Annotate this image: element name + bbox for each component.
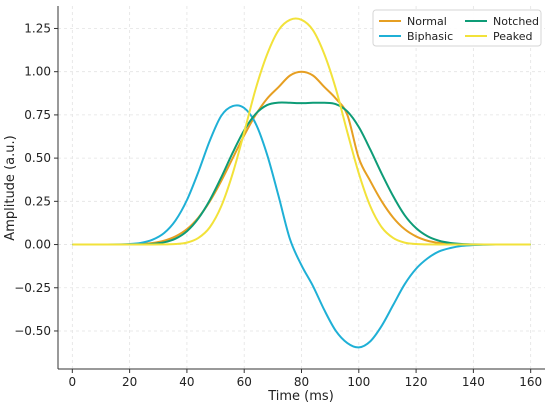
y-tick-label: −0.25	[14, 281, 51, 295]
legend-label-notched: Notched	[493, 15, 539, 28]
legend-label-peaked: Peaked	[493, 30, 532, 43]
axes: 0 20 40 60 80 100 120 140 160 −0.50 −0.25 0.00 0.25 0…	[14, 6, 545, 389]
x-tick-label: 0	[69, 375, 77, 389]
x-tick-label: 120	[405, 375, 428, 389]
x-tick-label: 20	[122, 375, 137, 389]
legend-label-normal: Normal	[407, 15, 447, 28]
x-tick-label: 40	[179, 375, 194, 389]
y-axis-label: Amplitude (a.u.)	[3, 135, 18, 240]
x-tick-label: 140	[462, 375, 485, 389]
series-line-peaked	[72, 17, 531, 246]
y-tick-label: −0.50	[14, 324, 51, 338]
y-tick-label: 0.25	[24, 194, 51, 208]
legend-box	[372, 9, 542, 47]
y-tick-label: 0.75	[24, 108, 51, 122]
grid	[58, 6, 545, 369]
legend-label-biphasic: Biphasic	[407, 30, 453, 43]
x-tick-label: 100	[347, 375, 370, 389]
y-tick-label: 0.50	[24, 151, 51, 165]
y-tick-label: 1.25	[24, 21, 51, 35]
x-tick-label: 80	[294, 375, 309, 389]
series-lines	[72, 17, 531, 349]
y-tick-label: 1.00	[24, 65, 51, 79]
x-tick-label: 160	[519, 375, 542, 389]
y-tick-label: 0.00	[24, 238, 51, 252]
x-axis-label: Time (ms)	[267, 389, 334, 404]
x-tick-label: 60	[237, 375, 252, 389]
series-line-biphasic	[72, 104, 531, 349]
legend: Normal Biphasic Notched Peaked	[372, 9, 542, 47]
